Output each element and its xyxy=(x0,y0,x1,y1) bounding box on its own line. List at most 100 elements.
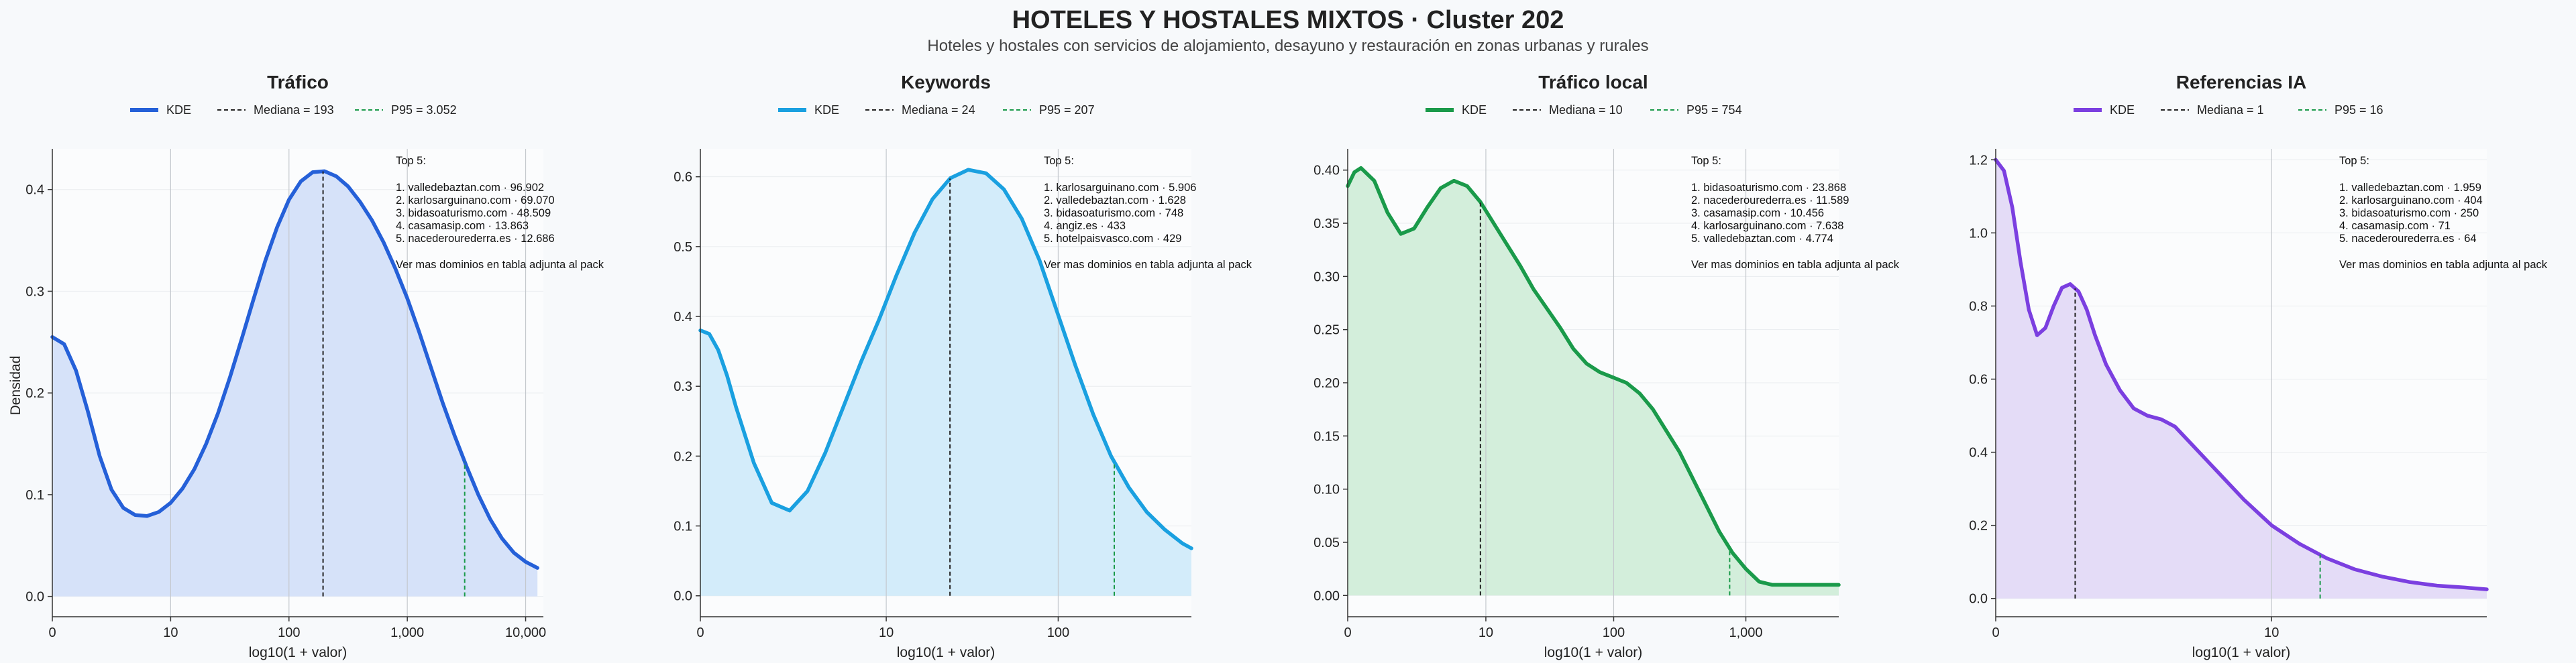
y-tick-label: 0.8 xyxy=(1969,299,1988,314)
y-tick-label: 0.0 xyxy=(25,590,44,605)
top5-item: 3. bidasoaturismo.com · 250 xyxy=(2339,207,2479,219)
panel-3: Tráfico local KDE Mediana = 10 P95 = 754 0.0… xyxy=(1313,72,1900,660)
x-tick-label: 100 xyxy=(278,625,300,640)
kde-line xyxy=(1346,166,1841,587)
y-tick-label: 1.2 xyxy=(1969,153,1988,168)
x-tick-label: 10 xyxy=(879,625,894,640)
legend-label-kde: KDE xyxy=(1462,103,1487,117)
top5-item: 3. bidasoaturismo.com · 48.509 xyxy=(396,207,551,219)
y-axis-label: Densidad xyxy=(8,356,23,416)
y-tick-label: 0.25 xyxy=(1313,323,1340,338)
x-tick-label: 0 xyxy=(1344,625,1351,640)
top5-heading: Top 5: xyxy=(396,155,426,167)
y-tick-label: 0.4 xyxy=(25,183,44,198)
top5-item: 2. karlosarguinano.com · 404 xyxy=(2339,194,2483,206)
legend-label-kde: KDE xyxy=(166,103,191,117)
kde-area xyxy=(1348,168,1839,596)
top5-item: 5. valledebaztan.com · 4.774 xyxy=(1691,233,1833,245)
legend-label-median: Mediana = 10 xyxy=(1549,103,1623,117)
top5-item: 2. valledebaztan.com · 1.628 xyxy=(1044,194,1186,206)
kde-line xyxy=(1994,158,2489,591)
top5-item: 1. bidasoaturismo.com · 23.868 xyxy=(1691,182,1846,194)
legend-label-p95: P95 = 207 xyxy=(1039,103,1095,117)
top5-item: 4. karlosarguinano.com · 7.638 xyxy=(1691,220,1843,232)
top5-item: 4. casamasip.com · 13.863 xyxy=(396,220,529,232)
legend-label-median: Mediana = 24 xyxy=(902,103,975,117)
top5-item: 5. nacederourederra.es · 12.686 xyxy=(396,233,555,245)
y-tick-label: 0.05 xyxy=(1313,536,1340,550)
top5-item: 5. hotelpaisvasco.com · 429 xyxy=(1044,233,1181,245)
kde-area xyxy=(1996,160,2487,599)
kde-line xyxy=(698,168,1193,550)
top5-heading: Top 5: xyxy=(2339,155,2369,167)
x-tick-label: 10 xyxy=(1479,625,1493,640)
x-tick-label: 1,000 xyxy=(1729,625,1762,640)
panel-2: Keywords KDE Mediana = 24 P95 = 207 0.0 0.1 0.… xyxy=(674,72,1252,660)
y-tick-label: 0.3 xyxy=(674,379,692,394)
x-tick-label: 0 xyxy=(1992,625,1999,640)
top5-item: 4. casamasip.com · 71 xyxy=(2339,220,2451,232)
top5-note: Ver mas dominios en tabla adjunta al pac… xyxy=(2339,259,2548,271)
panel-4: Referencias IA KDE Mediana = 1 P95 = 16 0.0 0… xyxy=(1969,72,2548,660)
figure-subtitle: Hoteles y hostales con servicios de aloj… xyxy=(927,37,1648,55)
y-tick-label: 0.6 xyxy=(1969,373,1988,387)
panel-title: Referencias IA xyxy=(2176,72,2307,93)
y-tick-label: 0.5 xyxy=(674,240,692,255)
top5-item: 2. karlosarguinano.com · 69.070 xyxy=(396,194,555,206)
kde-area xyxy=(700,170,1191,596)
panel-title: Keywords xyxy=(901,72,991,93)
panel-title: Tráfico local xyxy=(1538,72,1648,93)
y-tick-label: 0.15 xyxy=(1313,429,1340,444)
top5-heading: Top 5: xyxy=(1044,155,1074,167)
top5-note: Ver mas dominios en tabla adjunta al pac… xyxy=(1044,259,1252,271)
y-tick-label: 0.3 xyxy=(25,284,44,299)
top5-heading: Top 5: xyxy=(1691,155,1721,167)
x-axis-label: log10(1 + valor) xyxy=(2192,645,2291,660)
x-tick-label: 10,000 xyxy=(505,625,546,640)
y-tick-label: 0.0 xyxy=(1969,592,1988,607)
legend-label-p95: P95 = 16 xyxy=(2334,103,2383,117)
y-tick-label: 0.10 xyxy=(1313,483,1340,497)
x-tick-label: 10 xyxy=(163,625,178,640)
figure-title: HOTELES Y HOSTALES MIXTOS · Cluster 202 xyxy=(1012,6,1564,34)
y-tick-label: 0.4 xyxy=(674,310,692,324)
y-tick-label: 0.1 xyxy=(25,488,44,503)
y-tick-label: 0.0 xyxy=(674,589,692,604)
y-tick-label: 0.20 xyxy=(1313,376,1340,391)
legend-label-median: Mediana = 193 xyxy=(254,103,334,117)
panel-1: Tráfico KDE Mediana = 193 P95 = 3.052 0.0 0.1… xyxy=(25,72,604,660)
x-axis-label: log10(1 + valor) xyxy=(897,645,996,660)
y-tick-label: 0.1 xyxy=(674,520,692,534)
kde-area xyxy=(52,171,538,597)
top5-item: 1. valledebaztan.com · 96.902 xyxy=(396,182,544,194)
legend-label-kde: KDE xyxy=(2110,103,2135,117)
top5-note: Ver mas dominios en tabla adjunta al pac… xyxy=(1691,259,1900,271)
top5-item: 5. nacederourederra.es · 64 xyxy=(2339,233,2477,245)
top5-note: Ver mas dominios en tabla adjunta al pac… xyxy=(396,259,604,271)
panel-title: Tráfico xyxy=(267,72,329,93)
legend-label-median: Mediana = 1 xyxy=(2197,103,2264,117)
x-tick-label: 0 xyxy=(48,625,56,640)
y-tick-label: 0.4 xyxy=(1969,446,1988,461)
y-tick-label: 0.6 xyxy=(674,170,692,185)
y-tick-label: 0.35 xyxy=(1313,217,1340,231)
top5-item: 3. casamasip.com · 10.456 xyxy=(1691,207,1824,219)
top5-item: 1. valledebaztan.com · 1.959 xyxy=(2339,182,2481,194)
legend-label-p95: P95 = 3.052 xyxy=(391,103,457,117)
y-tick-label: 0.40 xyxy=(1313,164,1340,178)
legend-label-kde: KDE xyxy=(814,103,839,117)
y-tick-label: 0.30 xyxy=(1313,269,1340,284)
y-tick-label: 0.2 xyxy=(674,449,692,464)
y-tick-label: 0.00 xyxy=(1313,589,1340,603)
legend-label-p95: P95 = 754 xyxy=(1686,103,1742,117)
x-tick-label: 100 xyxy=(1603,625,1625,640)
y-tick-label: 1.0 xyxy=(1969,226,1988,241)
y-tick-label: 0.2 xyxy=(1969,519,1988,534)
x-tick-label: 0 xyxy=(696,625,704,640)
top5-item: 3. bidasoaturismo.com · 748 xyxy=(1044,207,1183,219)
top5-item: 1. karlosarguinano.com · 5.906 xyxy=(1044,182,1196,194)
x-axis-label: log10(1 + valor) xyxy=(1544,645,1643,660)
top5-item: 2. nacederourederra.es · 11.589 xyxy=(1691,194,1849,206)
panels: Tráfico KDE Mediana = 193 P95 = 3.052 0.0 0.1… xyxy=(25,72,2548,660)
